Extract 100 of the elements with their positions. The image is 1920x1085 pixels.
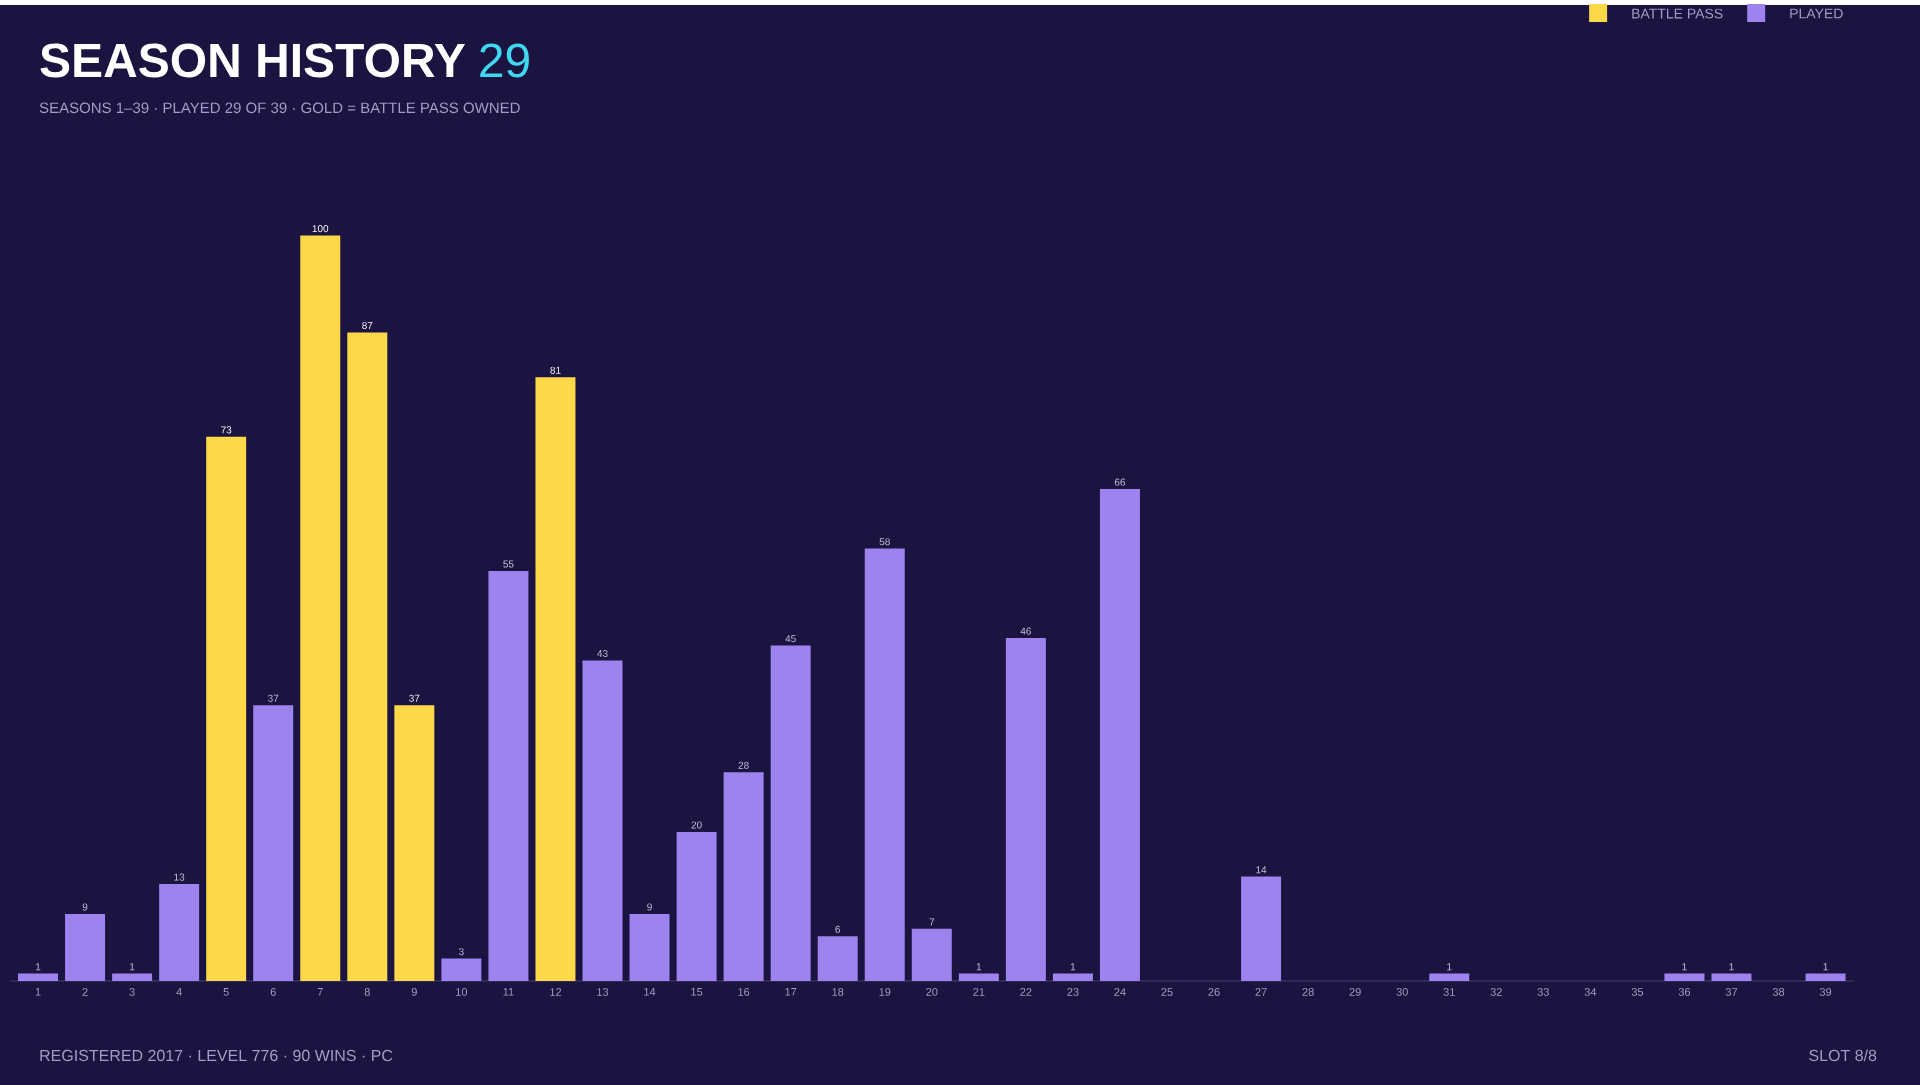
bar bbox=[206, 436, 247, 981]
x-tick-label: 17 bbox=[785, 988, 797, 996]
data-label: 3 bbox=[458, 948, 464, 956]
x-tick-label: 16 bbox=[738, 988, 750, 996]
x-tick-label: 10 bbox=[456, 988, 468, 996]
text: REGISTERED 2017 · LEVEL 776 · 90 WINS · PC bbox=[40, 1049, 393, 1062]
x-tick-label: 3 bbox=[129, 988, 135, 996]
data-label: 66 bbox=[1114, 478, 1126, 486]
x-tick-label: 1 bbox=[35, 988, 41, 996]
chart-title: SEASON HISTORY bbox=[40, 43, 466, 78]
x-tick-label: 20 bbox=[926, 988, 938, 996]
text: SLOT 8/8 bbox=[1809, 1049, 1877, 1062]
bar bbox=[1005, 638, 1046, 981]
bar bbox=[347, 332, 388, 981]
x-tick-label: 22 bbox=[1020, 988, 1032, 996]
data-label: 37 bbox=[268, 694, 279, 702]
data-label: 1 bbox=[1682, 963, 1687, 971]
data-label: 13 bbox=[174, 873, 185, 881]
data-label: 55 bbox=[503, 560, 514, 568]
x-tick-label: 6 bbox=[270, 988, 276, 996]
x-tick-label: 7 bbox=[317, 988, 323, 996]
x-tick-label: 19 bbox=[879, 988, 891, 996]
data-label: 46 bbox=[1020, 627, 1031, 635]
bar bbox=[676, 831, 717, 981]
x-tick-label: 28 bbox=[1302, 988, 1314, 996]
bar bbox=[770, 645, 811, 981]
data-label: 73 bbox=[221, 426, 232, 434]
data-label: 28 bbox=[738, 761, 749, 769]
x-tick-label: 38 bbox=[1772, 988, 1785, 996]
bar bbox=[723, 772, 764, 981]
x-tick-label: 12 bbox=[550, 988, 562, 996]
chart-subtitle: SEASONS 1–39 · PLAYED 29 OF 39 · GOLD = BATTLE PASS OWNED bbox=[39, 102, 520, 114]
bar bbox=[394, 705, 435, 981]
data-label: 87 bbox=[362, 321, 373, 330]
bar bbox=[65, 913, 106, 981]
x-tick-label: 15 bbox=[691, 988, 703, 996]
x-tick-label: 35 bbox=[1631, 988, 1644, 996]
bar bbox=[1241, 876, 1282, 981]
data-label: 9 bbox=[647, 903, 652, 911]
x-tick-label: 39 bbox=[1819, 988, 1832, 996]
x-tick-label: 27 bbox=[1255, 988, 1267, 996]
x-tick-label: 4 bbox=[176, 988, 182, 996]
data-label: 7 bbox=[929, 918, 935, 926]
x-tick-label: 30 bbox=[1396, 988, 1408, 996]
data-label: 14 bbox=[1256, 866, 1267, 874]
x-tick-label: 33 bbox=[1537, 988, 1549, 996]
data-label: 100 bbox=[312, 225, 329, 233]
bar bbox=[1664, 973, 1705, 981]
x-tick-label: 2 bbox=[82, 988, 88, 996]
bar bbox=[535, 377, 576, 981]
x-tick-label: 5 bbox=[223, 988, 229, 996]
data-label: 1 bbox=[1729, 963, 1734, 971]
x-tick-label: 13 bbox=[597, 988, 609, 996]
bar bbox=[159, 884, 200, 981]
data-label: 43 bbox=[597, 649, 608, 658]
x-tick-label: 14 bbox=[644, 988, 656, 996]
x-tick-label: 37 bbox=[1725, 988, 1738, 996]
data-label: 1 bbox=[130, 963, 135, 971]
x-tick-label: 32 bbox=[1490, 988, 1502, 996]
data-label: 37 bbox=[409, 694, 420, 702]
data-label: 9 bbox=[82, 903, 88, 911]
bar bbox=[864, 548, 905, 981]
bar bbox=[300, 235, 341, 981]
bar bbox=[253, 705, 294, 981]
data-label: 1 bbox=[35, 963, 41, 971]
data-label: 45 bbox=[785, 635, 796, 643]
text: 29 bbox=[480, 43, 529, 78]
bar bbox=[1052, 973, 1093, 981]
bar bbox=[629, 913, 670, 981]
legend-label: BATTLE PASS bbox=[1632, 8, 1723, 19]
x-tick-label: 8 bbox=[364, 988, 370, 996]
data-label: 1 bbox=[1447, 963, 1452, 971]
bar bbox=[441, 958, 482, 981]
bar bbox=[911, 928, 952, 981]
x-tick-label: 21 bbox=[973, 988, 985, 996]
bar bbox=[488, 570, 529, 981]
data-label: 1 bbox=[1070, 963, 1076, 971]
x-tick-label: 36 bbox=[1678, 988, 1691, 996]
x-tick-label: 31 bbox=[1443, 988, 1455, 996]
data-label: 1 bbox=[1823, 963, 1828, 971]
x-tick-label: 24 bbox=[1114, 988, 1126, 996]
bar bbox=[18, 973, 58, 981]
x-tick-label: 11 bbox=[503, 988, 514, 996]
bar bbox=[1805, 973, 1846, 981]
x-tick-label: 23 bbox=[1067, 988, 1079, 996]
x-tick-label: 26 bbox=[1208, 988, 1220, 996]
bar bbox=[1099, 488, 1140, 981]
x-tick-label: 34 bbox=[1584, 988, 1597, 996]
bar bbox=[958, 973, 999, 981]
bar bbox=[112, 973, 153, 981]
x-tick-label: 29 bbox=[1349, 988, 1361, 996]
data-label: 20 bbox=[691, 821, 702, 829]
x-tick-label: 18 bbox=[832, 988, 844, 996]
legend-label: PLAYED bbox=[1790, 8, 1843, 19]
x-tick-label: 25 bbox=[1161, 988, 1173, 996]
bar bbox=[1429, 973, 1470, 981]
data-label: 58 bbox=[879, 538, 890, 546]
bar bbox=[817, 936, 858, 981]
data-label: 6 bbox=[835, 925, 841, 933]
bar bbox=[582, 660, 623, 981]
